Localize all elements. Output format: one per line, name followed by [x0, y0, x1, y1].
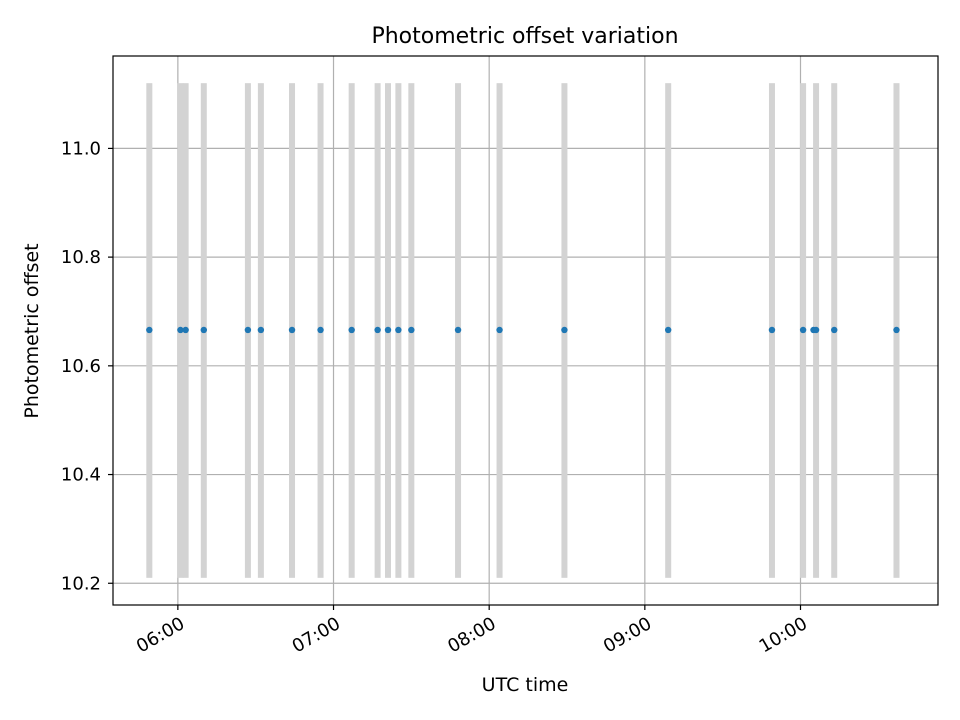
data-point — [374, 326, 381, 334]
data-point — [257, 326, 265, 334]
data-point — [348, 326, 355, 334]
points-layer — [146, 326, 900, 334]
data-point — [384, 326, 392, 334]
data-point — [182, 326, 189, 334]
data-point — [812, 326, 820, 334]
x-axis-label: UTC time — [482, 674, 569, 696]
plot-frame — [112, 55, 939, 606]
data-point — [799, 326, 807, 334]
data-point — [146, 326, 153, 334]
x-tick-label: 07:00 — [289, 613, 344, 657]
x-tick-label: 08:00 — [444, 613, 499, 657]
chart-title: Photometric offset variation — [371, 24, 678, 49]
y-axis-ticks: 10.2 10.4 10.6 10.8 11.0 — [61, 138, 113, 594]
data-point — [200, 326, 208, 334]
y-tick-label: 11.0 — [61, 138, 101, 159]
data-point — [768, 326, 776, 334]
data-point — [288, 326, 296, 334]
data-point — [893, 326, 900, 334]
data-point — [177, 326, 184, 334]
y-tick-label: 10.6 — [61, 356, 101, 377]
data-point — [395, 326, 402, 334]
y-tick-label: 10.4 — [61, 465, 101, 486]
y-tick-label: 10.8 — [61, 247, 101, 268]
data-point — [831, 326, 838, 334]
data-point — [408, 326, 415, 334]
data-point — [664, 326, 672, 334]
data-point — [561, 326, 568, 334]
data-point — [317, 326, 324, 334]
data-point — [244, 326, 252, 334]
x-axis-ticks: 06:00 07:00 08:00 09:00 10:00 — [133, 605, 811, 657]
x-tick-label: 09:00 — [600, 613, 655, 657]
data-point — [496, 326, 503, 334]
x-tick-label: 06:00 — [133, 613, 188, 657]
x-tick-label: 10:00 — [756, 613, 811, 657]
y-axis-label: Photometric offset — [21, 243, 43, 418]
y-tick-label: 10.2 — [61, 573, 101, 594]
data-point — [454, 326, 462, 334]
